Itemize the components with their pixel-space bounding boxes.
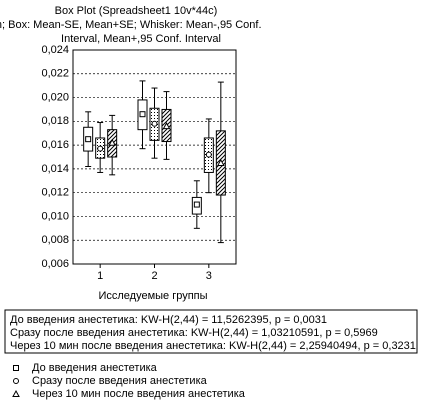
y-tick-label: 0,018 <box>41 115 69 127</box>
mean-marker <box>205 151 212 158</box>
y-tick-label: 0,020 <box>41 91 69 103</box>
legend-label: До введения анестетика <box>32 362 158 374</box>
y-tick-label: 0,006 <box>41 258 69 270</box>
mean-marker <box>108 138 117 146</box>
mean-marker <box>151 120 158 127</box>
legend-marker <box>13 365 19 371</box>
mean-marker <box>97 145 104 152</box>
chart-subtitle: Interval, Mean+,95 Conf. Interval <box>61 33 221 45</box>
x-tick-label: 1 <box>97 270 103 282</box>
y-tick-label: 0,014 <box>41 163 69 175</box>
chart-title: Box Plot (Spreadsheet1 10v*44c) <box>55 5 218 17</box>
mean-marker <box>162 122 171 130</box>
mean-marker <box>139 111 146 118</box>
annotation: До введения анестетика: KW-H(2,44) = 11,… <box>10 314 327 326</box>
legend-label: Сразу после введения анестетика <box>32 375 208 387</box>
x-axis-label: Исследуемые группы <box>98 290 207 302</box>
x-tick-label: 3 <box>206 270 212 282</box>
legend-label: Через 10 мин после введения анестетика <box>32 388 246 400</box>
legend-marker <box>12 389 20 397</box>
y-tick-label: 0,010 <box>41 210 69 222</box>
legend-marker <box>13 378 19 384</box>
y-tick-label: 0,022 <box>41 68 69 80</box>
annotation: Через 10 мин после введения анестетика: … <box>10 340 416 352</box>
y-tick-label: 0,024 <box>41 44 69 56</box>
stats-box <box>4 309 418 354</box>
y-tick-label: 0,008 <box>41 234 69 246</box>
mean-marker <box>85 136 92 143</box>
y-tick-label: 0,016 <box>41 139 69 151</box>
annotation: Сразу после введения анестетика: KW-H(2,… <box>10 327 378 339</box>
mean-marker <box>216 158 225 166</box>
x-tick-label: 2 <box>151 270 157 282</box>
y-tick-label: 0,012 <box>41 187 69 199</box>
mean-marker <box>193 201 200 208</box>
chart-subtitle: Mean; Box: Mean-SE, Mean+SE; Whisker: Me… <box>0 19 262 31</box>
